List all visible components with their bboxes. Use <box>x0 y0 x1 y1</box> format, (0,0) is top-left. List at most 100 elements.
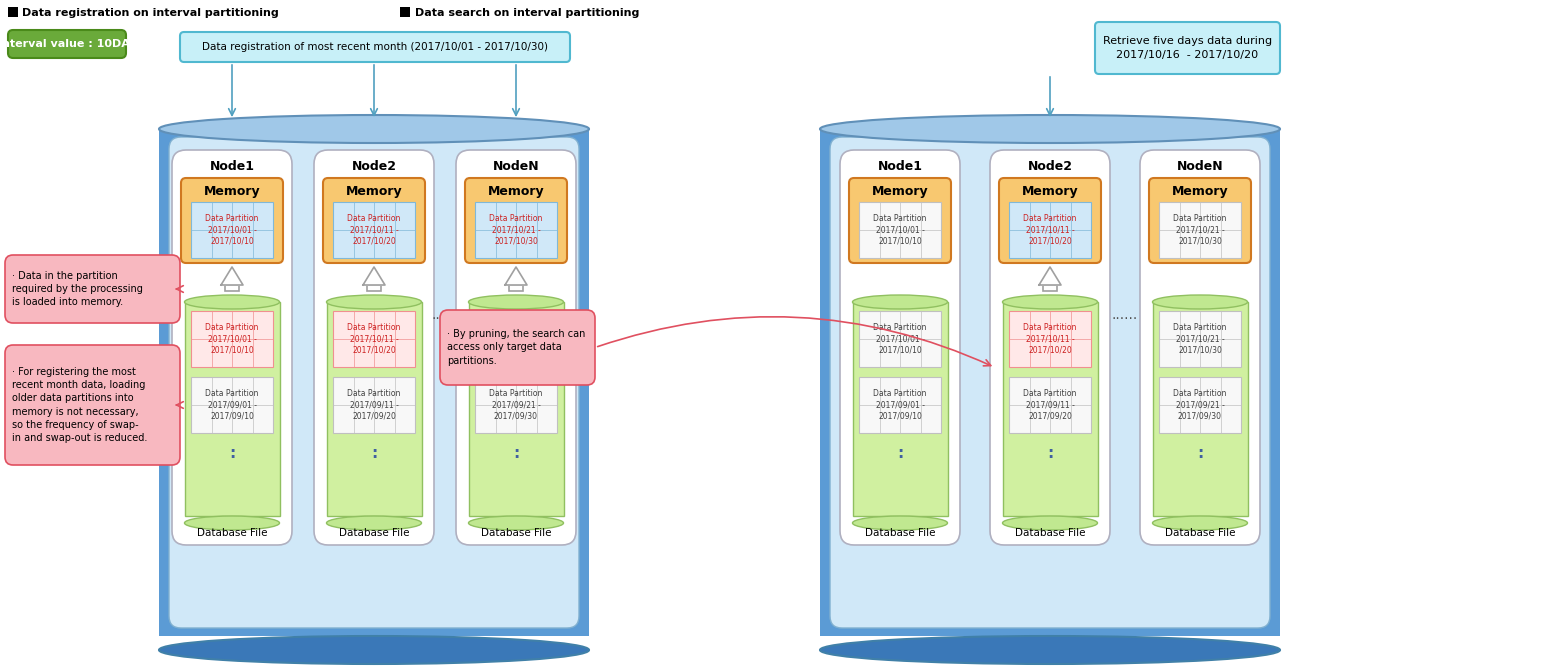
Bar <box>1010 311 1091 367</box>
Bar <box>8 7 19 17</box>
Bar <box>159 129 589 636</box>
Polygon shape <box>1039 267 1061 285</box>
Ellipse shape <box>468 295 563 309</box>
Bar <box>326 302 422 516</box>
Bar <box>860 377 942 433</box>
Text: Retrieve five days data during
2017/10/16  - 2017/10/20: Retrieve five days data during 2017/10/1… <box>1102 37 1272 59</box>
FancyBboxPatch shape <box>1139 150 1260 545</box>
FancyBboxPatch shape <box>181 178 283 263</box>
Text: :: : <box>1197 446 1203 460</box>
Text: :: : <box>513 446 519 460</box>
Bar <box>1160 311 1241 367</box>
Bar <box>475 377 557 433</box>
Bar <box>192 377 274 433</box>
Text: Node2: Node2 <box>1028 159 1073 173</box>
Text: Data Partition
2017/10/01 -
2017/10/10: Data Partition 2017/10/01 - 2017/10/10 <box>873 214 926 245</box>
Bar <box>1044 285 1057 291</box>
Bar <box>1002 302 1098 516</box>
Text: Data Partition
2017/10/11 -
2017/10/20: Data Partition 2017/10/11 - 2017/10/20 <box>348 323 400 355</box>
FancyBboxPatch shape <box>179 32 570 62</box>
Text: Node2: Node2 <box>351 159 396 173</box>
FancyBboxPatch shape <box>172 150 292 545</box>
Bar <box>1010 202 1091 258</box>
Text: Data Partition
2017/09/01 -
2017/09/10: Data Partition 2017/09/01 - 2017/09/10 <box>873 390 926 421</box>
FancyBboxPatch shape <box>839 150 960 545</box>
Ellipse shape <box>326 516 422 530</box>
Text: Database File: Database File <box>864 528 935 538</box>
Text: Database File: Database File <box>1014 528 1085 538</box>
Text: NodeN: NodeN <box>1177 159 1223 173</box>
Ellipse shape <box>819 636 1280 664</box>
Polygon shape <box>221 267 243 285</box>
Text: Data Partition
2017/09/21 -
2017/09/30: Data Partition 2017/09/21 - 2017/09/30 <box>490 390 543 421</box>
FancyBboxPatch shape <box>1149 178 1251 263</box>
Ellipse shape <box>326 295 422 309</box>
Text: Memory: Memory <box>872 185 928 199</box>
Bar <box>819 129 1280 636</box>
Text: Data Partition
2017/09/11 -
2017/09/20: Data Partition 2017/09/11 - 2017/09/20 <box>1023 390 1076 421</box>
FancyBboxPatch shape <box>1095 22 1280 74</box>
Text: Data Partition
2017/10/01 -
2017/10/10: Data Partition 2017/10/01 - 2017/10/10 <box>206 323 258 355</box>
Bar <box>332 377 414 433</box>
Text: :: : <box>897 446 903 460</box>
Text: ......: ...... <box>1112 308 1138 322</box>
Polygon shape <box>363 267 385 285</box>
FancyBboxPatch shape <box>849 178 951 263</box>
Text: :: : <box>1047 446 1053 460</box>
Ellipse shape <box>1152 516 1248 530</box>
Ellipse shape <box>1152 295 1248 309</box>
Bar <box>852 302 948 516</box>
Text: Memory: Memory <box>1172 185 1229 199</box>
Bar <box>509 285 523 291</box>
Text: Database File: Database File <box>196 528 267 538</box>
Text: Node1: Node1 <box>878 159 923 173</box>
FancyBboxPatch shape <box>456 150 577 545</box>
Ellipse shape <box>1002 516 1098 530</box>
Text: Data Partition
2017/10/01 -
2017/10/10: Data Partition 2017/10/01 - 2017/10/10 <box>206 214 258 245</box>
FancyBboxPatch shape <box>999 178 1101 263</box>
Text: Database File: Database File <box>339 528 410 538</box>
Text: Memory: Memory <box>346 185 402 199</box>
Text: Data Partition
2017/09/21 -
2017/09/30: Data Partition 2017/09/21 - 2017/09/30 <box>1173 390 1226 421</box>
Ellipse shape <box>468 516 563 530</box>
Text: NodeN: NodeN <box>493 159 540 173</box>
Text: Data Partition
2017/10/21 -
2017/10/30: Data Partition 2017/10/21 - 2017/10/30 <box>490 323 543 355</box>
Text: Data Partition
2017/09/01 -
2017/09/10: Data Partition 2017/09/01 - 2017/09/10 <box>206 390 258 421</box>
Text: Memory: Memory <box>1022 185 1078 199</box>
Text: Database File: Database File <box>481 528 552 538</box>
Text: · By pruning, the search can
access only target data
partitions.: · By pruning, the search can access only… <box>447 329 586 366</box>
Ellipse shape <box>184 516 280 530</box>
Bar <box>400 7 410 17</box>
FancyBboxPatch shape <box>314 150 434 545</box>
Bar <box>1010 377 1091 433</box>
FancyBboxPatch shape <box>441 310 595 385</box>
Text: :: : <box>229 446 235 460</box>
Text: · Data in the partition
required by the processing
is loaded into memory.: · Data in the partition required by the … <box>12 271 142 307</box>
Bar <box>366 285 380 291</box>
Bar <box>192 202 274 258</box>
Text: Data Partition
2017/10/21 -
2017/10/30: Data Partition 2017/10/21 - 2017/10/30 <box>490 214 543 245</box>
Ellipse shape <box>184 295 280 309</box>
Text: Node1: Node1 <box>210 159 255 173</box>
Bar <box>475 311 557 367</box>
Text: Data Partition
2017/10/21 -
2017/10/30: Data Partition 2017/10/21 - 2017/10/30 <box>1173 323 1226 355</box>
Text: Data search on interval partitioning: Data search on interval partitioning <box>414 8 640 18</box>
Text: Data Partition
2017/09/11 -
2017/09/20: Data Partition 2017/09/11 - 2017/09/20 <box>348 390 400 421</box>
Bar <box>332 311 414 367</box>
Bar <box>1152 302 1248 516</box>
Bar <box>332 202 414 258</box>
Text: Data Partition
2017/10/01 -
2017/10/10: Data Partition 2017/10/01 - 2017/10/10 <box>873 323 926 355</box>
Bar <box>226 285 240 291</box>
Bar <box>1160 202 1241 258</box>
FancyBboxPatch shape <box>8 30 127 58</box>
Text: Database File: Database File <box>1164 528 1235 538</box>
Ellipse shape <box>852 295 948 309</box>
Text: Data registration of most recent month (2017/10/01 - 2017/10/30): Data registration of most recent month (… <box>203 42 547 52</box>
Bar <box>860 202 942 258</box>
Text: ......: ...... <box>431 308 458 322</box>
FancyBboxPatch shape <box>465 178 567 263</box>
Bar <box>468 302 563 516</box>
FancyBboxPatch shape <box>169 137 580 628</box>
Bar <box>184 302 280 516</box>
Text: Data Partition
2017/10/11 -
2017/10/20: Data Partition 2017/10/11 - 2017/10/20 <box>1023 323 1076 355</box>
